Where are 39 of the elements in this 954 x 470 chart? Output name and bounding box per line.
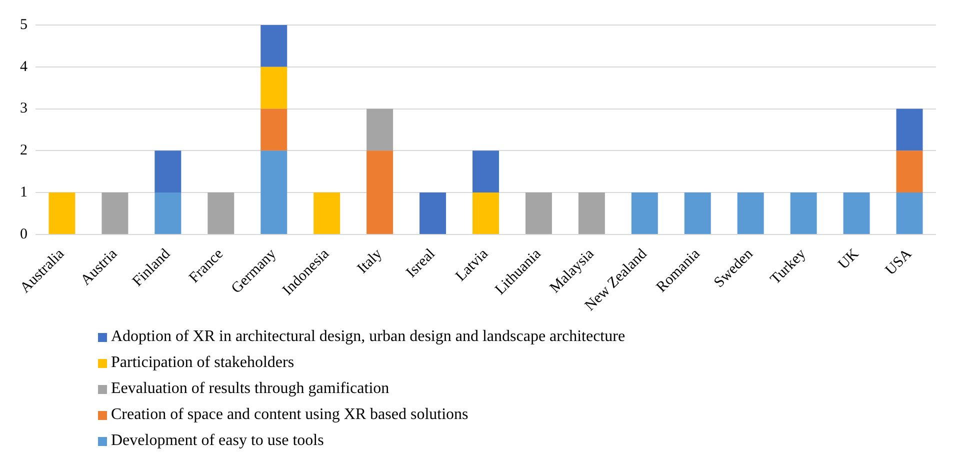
x-tick-label: UK [836, 246, 862, 273]
bar [472, 150, 499, 193]
bar [260, 108, 288, 151]
bar [154, 150, 182, 193]
bar [420, 192, 446, 234]
y-tick-label: 1 [20, 184, 28, 200]
bar [631, 192, 658, 234]
bar [525, 192, 552, 234]
bar [260, 66, 288, 109]
bar [102, 192, 128, 234]
bar [790, 192, 817, 234]
legend-label: Adoption of XR in architectural design, urban design and landscape architecture [111, 328, 626, 346]
legend-label: Creation of space and content using XR based solutions [111, 406, 468, 424]
x-tick-label: USA [882, 246, 916, 279]
bar [896, 108, 923, 151]
legend-label: Eevaluation of results through gamification [111, 380, 390, 398]
bar [896, 150, 923, 193]
bar [843, 192, 870, 234]
y-tick-label: 4 [20, 58, 28, 75]
y-tick-label: 3 [20, 100, 28, 117]
y-tick-label: 5 [20, 16, 28, 33]
bar [48, 192, 76, 234]
bar [366, 150, 394, 234]
bar [260, 25, 288, 67]
bar [208, 192, 234, 234]
y-tick-label: 0 [20, 226, 28, 242]
x-tick-label: Italy [354, 246, 386, 277]
bar [684, 192, 711, 234]
y-tick-label: 2 [20, 142, 28, 159]
bar [578, 192, 605, 234]
bar [260, 150, 288, 234]
legend-label: Development of easy to use tools [111, 432, 324, 450]
legend-label: Participation of stakeholders [111, 354, 294, 372]
bar [896, 192, 923, 234]
bar [737, 192, 764, 234]
bar [366, 108, 394, 151]
bar [314, 192, 340, 234]
bar [472, 192, 499, 234]
bar [154, 192, 182, 234]
